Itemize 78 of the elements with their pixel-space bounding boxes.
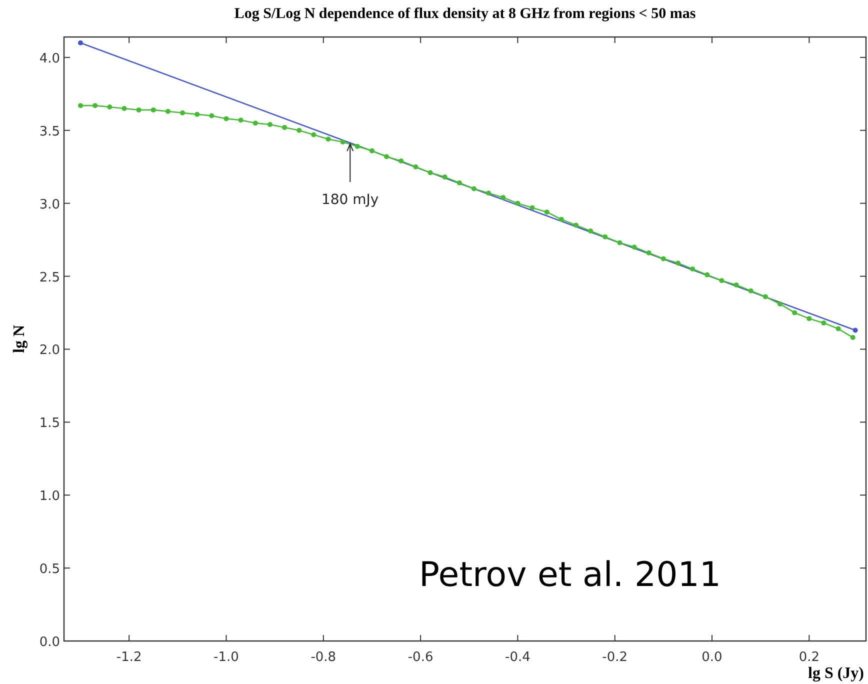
point bbox=[660, 256, 666, 262]
y-tick-label: 2.0 bbox=[39, 343, 60, 358]
x-tick-label: -1.0 bbox=[214, 650, 239, 665]
point bbox=[515, 200, 520, 206]
point bbox=[122, 106, 127, 111]
y-tick-label: 1.5 bbox=[39, 416, 60, 432]
point bbox=[384, 154, 390, 160]
point bbox=[398, 158, 404, 164]
point bbox=[602, 234, 608, 240]
point bbox=[136, 107, 142, 112]
annotation: Petrov et al. 2011 bbox=[419, 555, 721, 595]
point bbox=[574, 222, 578, 228]
point bbox=[194, 112, 200, 117]
point bbox=[544, 210, 550, 215]
x-tick-label: -0.6 bbox=[408, 650, 434, 665]
x-tick-label: 0.0 bbox=[702, 650, 722, 665]
y-tick-label: 1.0 bbox=[39, 489, 60, 504]
point bbox=[456, 180, 462, 186]
point bbox=[806, 316, 812, 322]
point bbox=[224, 116, 229, 122]
point bbox=[676, 260, 681, 266]
y-tick-label: 3.0 bbox=[39, 197, 60, 212]
point bbox=[107, 104, 112, 110]
point bbox=[165, 108, 170, 114]
point bbox=[836, 326, 841, 332]
point bbox=[354, 144, 360, 149]
chart-title: Log S/Log N dependence of flux density at 8 GHz from regions < 50 mas bbox=[234, 6, 696, 22]
point bbox=[850, 335, 856, 340]
point bbox=[369, 148, 374, 154]
point bbox=[267, 122, 272, 128]
x-tick-label: -1.2 bbox=[116, 650, 142, 665]
point bbox=[762, 294, 768, 300]
point bbox=[252, 120, 258, 126]
x-tick-label: -0.4 bbox=[505, 650, 530, 665]
point bbox=[821, 320, 826, 326]
point bbox=[326, 136, 331, 142]
y-axis-title: lg N bbox=[11, 324, 28, 353]
point bbox=[180, 110, 186, 116]
point bbox=[78, 40, 84, 46]
point bbox=[734, 282, 739, 288]
x-axis-title: lg S (Jy) bbox=[808, 665, 864, 682]
point bbox=[78, 103, 84, 108]
point bbox=[471, 186, 476, 192]
point bbox=[340, 140, 346, 145]
y-tick-label: 3.5 bbox=[39, 124, 60, 140]
point bbox=[282, 124, 288, 130]
y-tick-label: 4.0 bbox=[39, 51, 60, 66]
point bbox=[632, 244, 637, 250]
point bbox=[442, 174, 448, 180]
point bbox=[778, 301, 783, 306]
y-tick-label: 2.5 bbox=[39, 270, 60, 286]
x-tick-label: 0.2 bbox=[798, 650, 820, 665]
y-tick-label: 0.5 bbox=[39, 562, 60, 578]
point bbox=[748, 288, 754, 294]
point bbox=[209, 113, 214, 118]
point bbox=[413, 164, 418, 170]
point bbox=[311, 132, 316, 138]
point bbox=[500, 194, 506, 200]
point bbox=[704, 272, 710, 278]
point bbox=[92, 103, 98, 108]
point bbox=[792, 310, 798, 316]
annotation: 180 mJy bbox=[322, 192, 379, 208]
point bbox=[428, 170, 433, 176]
point bbox=[558, 216, 564, 222]
point bbox=[646, 250, 652, 256]
point bbox=[238, 118, 244, 123]
point bbox=[719, 278, 724, 284]
x-tick-label: -0.2 bbox=[602, 650, 628, 665]
point bbox=[486, 190, 492, 196]
point bbox=[296, 128, 302, 133]
point bbox=[588, 228, 594, 234]
point bbox=[150, 107, 156, 112]
point bbox=[530, 205, 535, 210]
y-tick-label: 0.0 bbox=[39, 635, 60, 650]
point bbox=[690, 266, 696, 272]
point bbox=[617, 240, 622, 246]
x-tick-label: -0.8 bbox=[310, 650, 336, 665]
point bbox=[852, 328, 858, 333]
